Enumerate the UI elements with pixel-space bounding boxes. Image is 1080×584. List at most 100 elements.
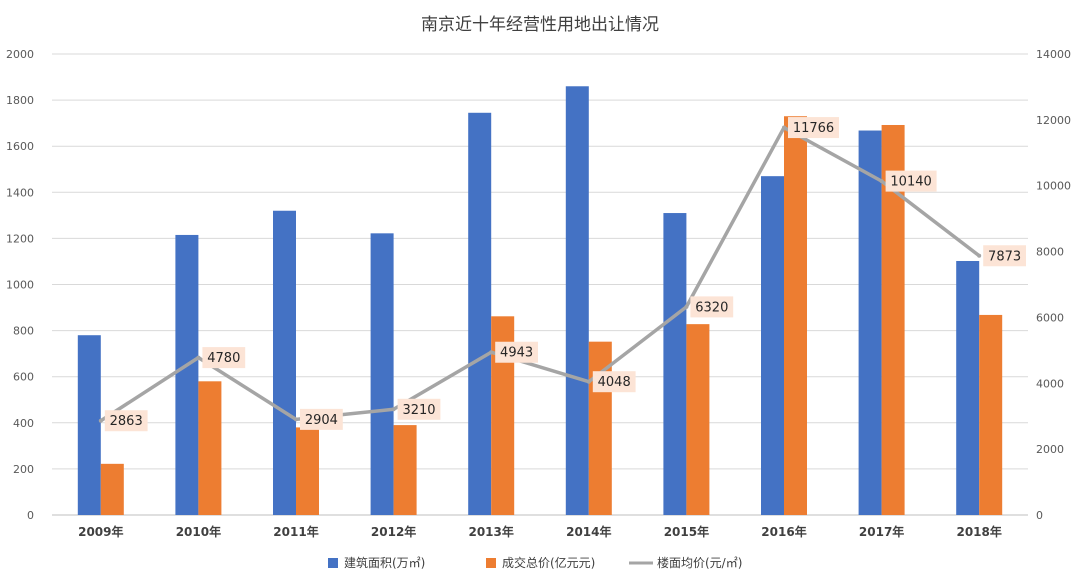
left-tick-label: 200: [13, 463, 34, 476]
bar-area: [370, 233, 394, 516]
data-label-box: [104, 410, 148, 432]
avg-price-line: [99, 125, 981, 423]
bar-area: [761, 176, 784, 516]
data-labels: 2863 4780 2904 3210 4943 4048 6320 11766 10140 78…: [104, 117, 1026, 432]
left-tick-label: 600: [13, 371, 34, 384]
left-tick-label: 1600: [6, 140, 34, 153]
line-point: [98, 418, 103, 423]
bar-area: [273, 210, 296, 516]
bar-area: [956, 260, 980, 515]
line-point: [489, 350, 494, 355]
legend-swatch: [486, 558, 496, 568]
left-tick-label: 1800: [6, 94, 34, 107]
right-tick-label: 0: [1036, 509, 1043, 522]
left-tick-label: 800: [13, 325, 34, 338]
line-point: [294, 417, 298, 422]
bar-price: [393, 425, 417, 515]
data-label: 2904: [300, 408, 343, 430]
line-point: [391, 407, 396, 412]
right-tick-label: 8000: [1036, 246, 1064, 259]
category-label: 2016年: [761, 524, 806, 539]
data-label: 4943: [495, 341, 538, 363]
category-label: 2013年: [468, 524, 513, 539]
category-label: 2017年: [859, 524, 904, 539]
legend-label: 成交总价(亿元元): [502, 555, 595, 570]
data-label-text: 4048: [598, 375, 631, 390]
left-tick-label: 1200: [6, 232, 34, 245]
data-label-text: 7873: [988, 249, 1021, 264]
data-label-text: 11766: [793, 121, 834, 136]
line-point: [196, 355, 201, 360]
data-label: 6320: [690, 296, 734, 318]
bar-price: [100, 463, 124, 515]
data-label-text: 2863: [110, 414, 143, 429]
line-point: [782, 125, 786, 130]
line-point: [977, 253, 982, 258]
left-tick-label: 1000: [6, 279, 34, 292]
category-label: 2015年: [664, 524, 709, 539]
legend-item: 建筑面积(万㎡): [328, 555, 425, 570]
category-label: 2009年: [78, 524, 123, 539]
bar-price: [198, 381, 222, 515]
legend: 建筑面积(万㎡) 成交总价(亿元元) 楼面均价(元/㎡): [328, 555, 742, 570]
line-point: [684, 304, 689, 309]
legend-item: 成交总价(亿元元): [486, 555, 595, 570]
data-label: 4048: [592, 371, 636, 393]
bar-price: [881, 124, 905, 515]
legend-swatch: [328, 558, 338, 568]
bar-price: [491, 316, 515, 515]
data-label-text: 6320: [695, 300, 728, 315]
category-label: 2012年: [371, 524, 416, 539]
right-axis-ticks: 0 2000 4000 6000 8000 10000 12000 14000: [1036, 48, 1071, 522]
data-label-box: [690, 296, 734, 318]
right-tick-label: 6000: [1036, 311, 1064, 324]
data-label: 11766: [788, 117, 839, 139]
bar-price: [296, 427, 319, 515]
data-label-text: 3210: [402, 403, 435, 418]
bar-marks: [77, 86, 1003, 516]
legend-item: 楼面均价(元/㎡): [629, 555, 742, 570]
data-label-box: [300, 408, 343, 430]
right-tick-label: 10000: [1036, 180, 1071, 193]
data-label: 2863: [104, 410, 148, 432]
legend-label: 楼面均价(元/㎡): [657, 555, 742, 570]
left-tick-label: 1400: [6, 186, 34, 199]
category-label: 2010年: [176, 524, 221, 539]
bar-area: [77, 335, 101, 515]
data-label: 10140: [885, 170, 937, 192]
bar-area: [468, 112, 492, 515]
data-label-box: [592, 371, 636, 393]
data-label-text: 2904: [305, 413, 338, 428]
data-label-text: 4780: [207, 351, 240, 366]
category-label: 2014年: [566, 524, 611, 539]
data-label-text: 10140: [890, 175, 931, 190]
bar-price: [979, 314, 1003, 515]
bar-area: [175, 234, 199, 515]
data-label-box: [983, 245, 1026, 267]
left-tick-label: 2000: [6, 48, 34, 61]
left-axis-ticks: 0 200 400 600 800 1000 1200 1400 1600 1800 2000: [6, 48, 34, 522]
data-label-box: [397, 398, 441, 420]
line-point: [586, 379, 591, 384]
category-label: 2011年: [273, 524, 318, 539]
bar-price: [686, 324, 710, 515]
right-tick-label: 4000: [1036, 377, 1064, 390]
chart-title: 南京近十年经营性用地出让情况: [421, 15, 659, 35]
bar-area: [663, 213, 687, 516]
data-label-box: [885, 170, 937, 192]
line-series: [98, 125, 982, 423]
right-tick-label: 14000: [1036, 48, 1071, 61]
bar-area: [858, 130, 882, 515]
left-tick-label: 400: [13, 417, 34, 430]
bar-price: [784, 116, 807, 516]
right-tick-label: 12000: [1036, 114, 1071, 127]
left-tick-label: 0: [27, 509, 34, 522]
data-label: 4780: [202, 347, 246, 369]
data-label-box: [788, 117, 839, 139]
line-point: [879, 179, 884, 184]
data-label-box: [495, 341, 538, 363]
legend-label: 建筑面积(万㎡): [344, 555, 425, 570]
data-label-text: 4943: [500, 346, 533, 361]
